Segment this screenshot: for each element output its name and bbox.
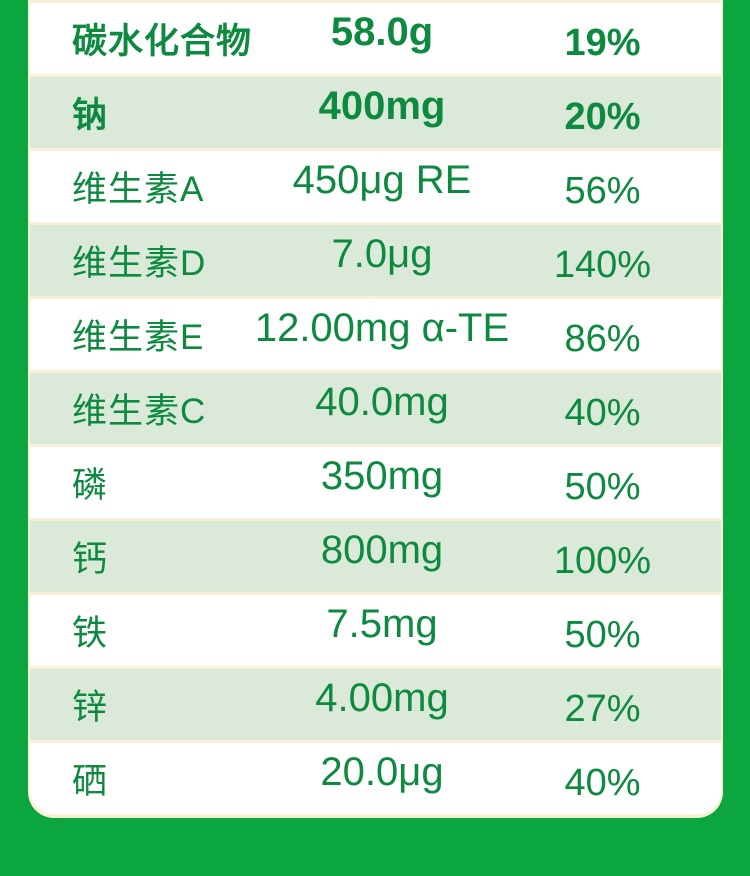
nutrition-table-row: 钙 800mg 100% (30, 521, 721, 592)
nutrient-nrv-percent: 50% (564, 466, 641, 508)
nutrition-table-row: 钠 400mg 20% (30, 77, 721, 148)
nutrient-amount: 4.00mg (315, 676, 449, 720)
nutrient-amount: 7.0μg (331, 232, 433, 276)
nutrient-name: 锌 (72, 688, 109, 727)
nutrient-name: 维生素C (72, 392, 207, 431)
nutrient-nrv-percent: 40% (564, 392, 641, 434)
nutrition-table-row: 磷 350mg 50% (30, 447, 721, 518)
nutrient-name: 铁 (72, 614, 109, 653)
nutrient-nrv-percent: 20% (564, 96, 641, 138)
nutrition-table-row: 维生素C 40.0mg 40% (30, 373, 721, 444)
nutrition-table-row: 锌 4.00mg 27% (30, 669, 721, 740)
nutrient-nrv-percent: 19% (564, 22, 641, 64)
nutrient-nrv-percent: 50% (564, 614, 641, 656)
nutrient-amount: 350mg (320, 454, 444, 498)
nutrient-name: 维生素E (72, 318, 205, 357)
nutrient-name: 钠 (72, 96, 109, 135)
nutrient-amount: 58.0g (330, 10, 434, 54)
nutrient-amount: 20.0μg (320, 750, 444, 794)
nutrient-name: 碳水化合物 (72, 22, 253, 61)
nutrition-table-row: 维生素A 450μg RE 56% (30, 151, 721, 222)
nutrient-nrv-percent: 27% (564, 688, 641, 730)
nutrient-amount: 12.00mg α-TE (254, 306, 510, 350)
nutrition-table-row: 维生素E 12.00mg α-TE 86% (30, 299, 721, 370)
nutrient-name: 维生素D (72, 244, 207, 283)
nutrition-table-row: 碳水化合物 58.0g 19% (30, 3, 721, 74)
nutrient-nrv-percent: 100% (553, 540, 652, 582)
nutrient-name: 硒 (72, 762, 109, 801)
nutrient-amount: 40.0mg (315, 380, 449, 424)
nutrient-name: 磷 (72, 466, 109, 505)
nutrient-nrv-percent: 40% (564, 762, 641, 804)
nutrition-table-row: 硒 20.0μg 40% (30, 743, 721, 814)
nutrient-amount: 450μg RE (292, 158, 472, 202)
nutrient-amount: 400mg (318, 84, 446, 128)
nutrient-nrv-percent: 140% (553, 244, 652, 286)
nutrient-name: 维生素A (72, 170, 205, 209)
nutrient-amount: 7.5mg (326, 602, 438, 646)
nutrient-nrv-percent: 86% (564, 318, 641, 360)
nutrition-table-row: 铁 7.5mg 50% (30, 595, 721, 666)
nutrient-name: 钙 (72, 540, 109, 579)
nutrition-table-row: 维生素D 7.0μg 140% (30, 225, 721, 296)
nutrition-table-panel: 碳水化合物 58.0g 19% 钠 400mg 20% 维生素A 450μg R… (28, 0, 723, 818)
nutrient-nrv-percent: 56% (564, 170, 641, 212)
nutrient-amount: 800mg (320, 528, 444, 572)
